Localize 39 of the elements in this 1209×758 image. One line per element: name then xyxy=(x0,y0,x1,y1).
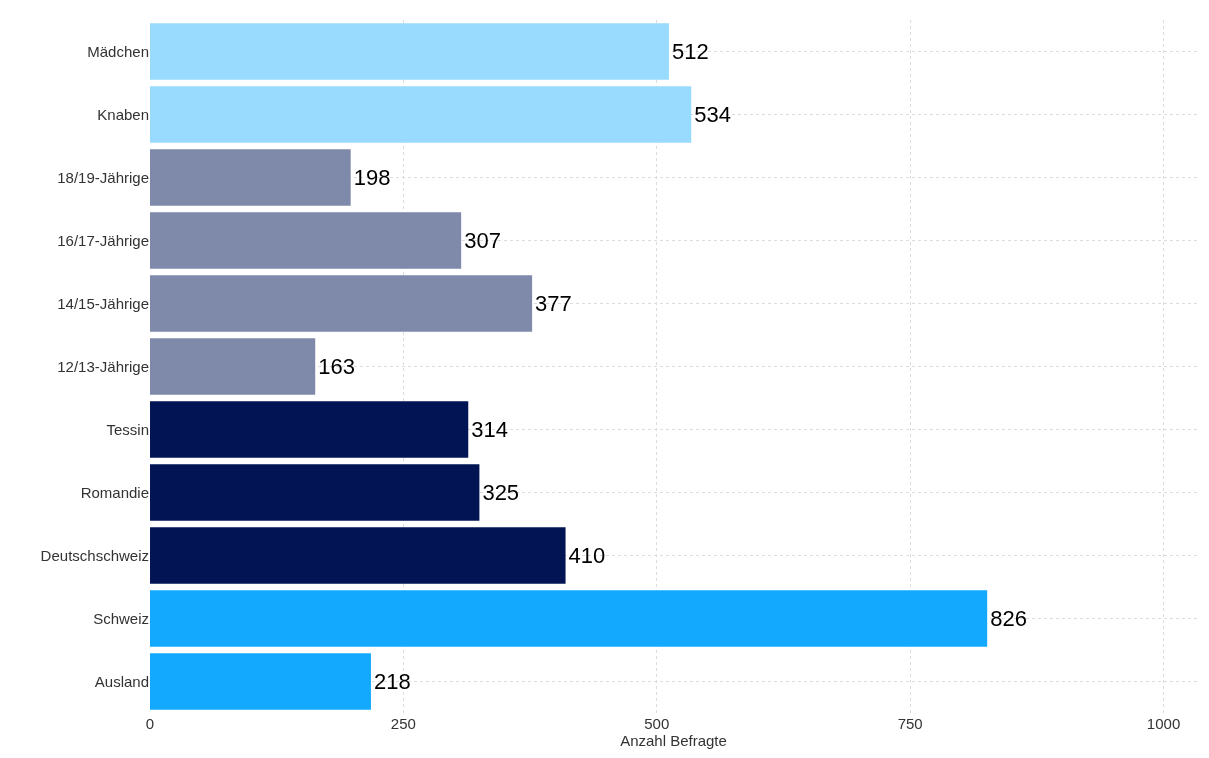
data-label: 307 xyxy=(464,228,501,253)
y-tick-label: Romandie xyxy=(80,483,149,501)
y-tick-label: 16/17-Jährige xyxy=(57,231,149,249)
bar xyxy=(150,212,462,269)
data-label: 534 xyxy=(694,102,731,127)
bar xyxy=(150,338,316,395)
bar xyxy=(150,527,566,584)
y-tick-label: Knaben xyxy=(97,105,149,123)
data-label: 325 xyxy=(482,480,520,505)
bar xyxy=(150,23,669,80)
y-tick-label: 14/15-Jährige xyxy=(57,294,149,312)
x-tick-label: 250 xyxy=(390,715,416,732)
data-label: 377 xyxy=(535,291,572,316)
y-tick-label: Tessin xyxy=(106,420,149,438)
bar xyxy=(150,590,988,647)
x-tick-label: 1000 xyxy=(1146,715,1181,732)
y-tick-label: Mädchen xyxy=(87,42,149,60)
bar xyxy=(150,464,480,521)
x-tick-label: 500 xyxy=(644,715,670,732)
bar xyxy=(150,401,469,458)
data-label: 826 xyxy=(990,606,1027,631)
y-tick-label: 18/19-Jährige xyxy=(57,168,149,186)
x-axis-title: Anzahl Befragte xyxy=(620,732,727,749)
y-tick-label: 12/13-Jährige xyxy=(57,357,149,375)
x-tick-label: 750 xyxy=(897,715,923,732)
y-tick-label: Ausland xyxy=(94,672,149,690)
data-label: 198 xyxy=(353,165,391,190)
data-label: 410 xyxy=(568,543,606,568)
bar xyxy=(150,653,371,710)
x-tick-label: 0 xyxy=(145,715,155,732)
data-label: 512 xyxy=(671,39,709,64)
bar xyxy=(150,275,533,332)
bar xyxy=(150,149,351,206)
y-tick-label: Deutschschweiz xyxy=(40,546,149,564)
bar xyxy=(150,86,692,143)
data-label: 163 xyxy=(318,354,355,379)
y-tick-label: Schweiz xyxy=(93,609,149,627)
data-label: 314 xyxy=(471,417,508,442)
data-label: 218 xyxy=(373,669,411,694)
